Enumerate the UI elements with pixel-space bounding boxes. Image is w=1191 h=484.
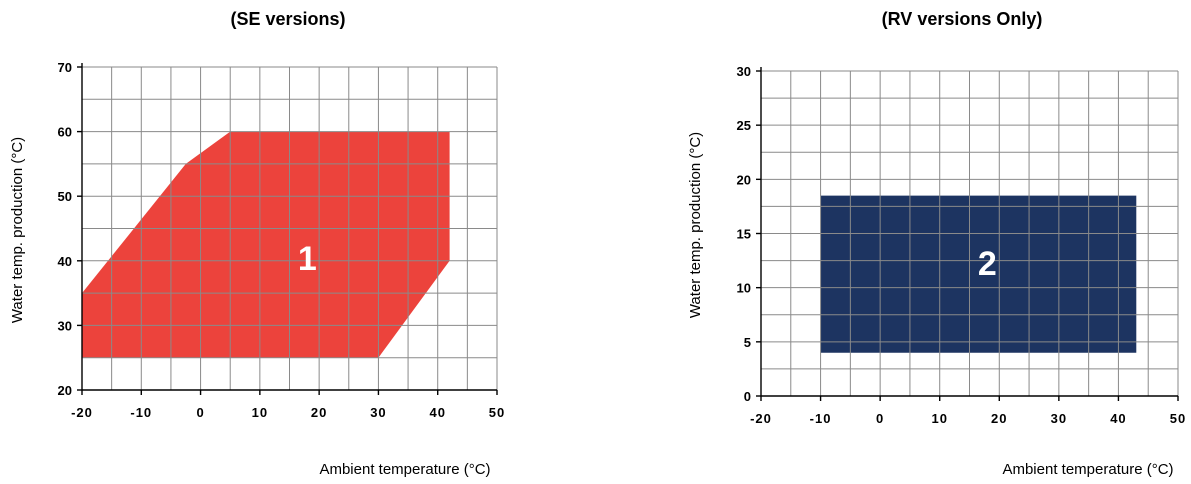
se-y-tick-label: 30: [58, 318, 72, 333]
se-y-tick-label: 40: [58, 254, 72, 269]
se-region-label: 1: [298, 240, 317, 278]
se-x-tick-label: 20: [311, 405, 327, 420]
se-x-tick-label: 30: [370, 405, 386, 420]
chart-se-versions: (SE versions) 20 30 40 50 60 70 -20 -10 0 10 20 30 40…: [0, 0, 595, 484]
se-y-tick-label: 70: [58, 60, 72, 75]
rv-x-tick-label: -20: [750, 411, 772, 426]
rv-y-tick-label: 5: [744, 335, 751, 350]
chart-rv-versions: (RV versions Only) 0 5 10 15 20 25 30 -20 -10 0 10 2…: [596, 0, 1191, 484]
rv-y-tick-label: 20: [737, 172, 751, 187]
rv-y-tick-label: 25: [737, 118, 751, 133]
se-x-tick-label: -20: [71, 405, 93, 420]
rv-x-tick-label: 50: [1170, 411, 1186, 426]
se-operating-region: [82, 131, 450, 358]
rv-y-tick-label: 15: [737, 227, 751, 242]
se-y-axis-label: Water temp. production (°C): [9, 137, 26, 323]
se-y-tick-label: 60: [58, 125, 72, 140]
se-y-tick-label: 20: [58, 383, 72, 398]
rv-x-tick-label: 30: [1051, 411, 1067, 426]
rv-y-tick-label: 0: [744, 389, 751, 404]
se-x-tick-label: 50: [489, 405, 505, 420]
rv-x-tick-label: 0: [876, 411, 884, 426]
rv-x-tick-label: -10: [810, 411, 832, 426]
rv-x-tick-label: 20: [991, 411, 1007, 426]
rv-operating-region: [820, 195, 1137, 353]
rv-y-axis-label: Water temp. production (°C): [687, 132, 704, 318]
se-x-tick-label: -10: [130, 405, 152, 420]
se-y-tick-label: 50: [58, 189, 72, 204]
se-x-tick-label: 40: [429, 405, 445, 420]
chart-rv-svg: (RV versions Only) 0 5 10 15 20 25 30 -20 -10 0 10 2…: [687, 9, 1186, 478]
rv-region-label: 2: [978, 245, 997, 283]
rv-y-tick-label: 30: [737, 64, 751, 79]
se-x-tick-label: 0: [196, 405, 204, 420]
se-chart-title: (SE versions): [230, 9, 345, 29]
se-x-axis-label: Ambient temperature (°C): [319, 461, 490, 478]
rv-x-axis-label: Ambient temperature (°C): [1002, 461, 1173, 478]
se-x-tick-label: 10: [252, 405, 268, 420]
rv-chart-title: (RV versions Only): [882, 9, 1043, 29]
rv-y-tick-label: 10: [737, 281, 751, 296]
chart-se-svg: (SE versions) 20 30 40 50 60 70 -20 -10 0 10 20 30 40…: [9, 9, 505, 478]
rv-x-tick-label: 10: [931, 411, 947, 426]
rv-x-tick-label: 40: [1110, 411, 1126, 426]
